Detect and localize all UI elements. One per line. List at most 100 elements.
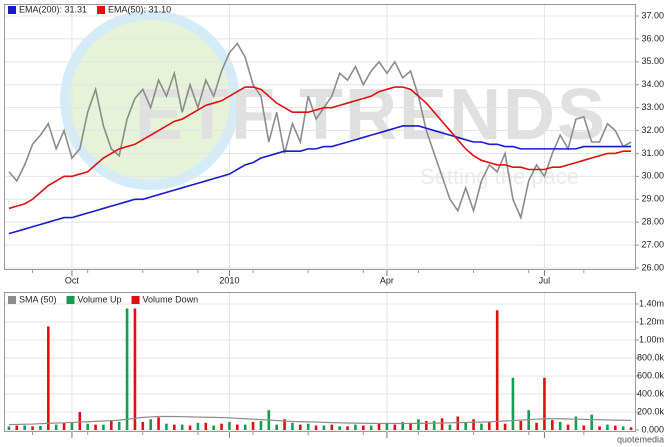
- volume-bar: [566, 424, 570, 430]
- volume-bar: [125, 308, 129, 430]
- volume-bar: [283, 419, 286, 430]
- y-tick-label: 400.0k: [637, 388, 665, 398]
- volume-bar: [110, 421, 113, 430]
- volume-panel-frame: [4, 292, 636, 432]
- volume-bar: [149, 419, 152, 430]
- legend-label: EMA(50): 31.10: [108, 4, 171, 14]
- volume-bar: [338, 426, 341, 430]
- volume-bar: [243, 424, 247, 430]
- y-tick-label: 200.0k: [637, 406, 665, 416]
- x-tick-label: Oct: [65, 275, 80, 285]
- volume-bar: [535, 422, 538, 430]
- x-tick-label: Apr: [380, 275, 394, 285]
- source-label: quotemedia: [617, 434, 664, 444]
- watermark-text: ETF TRENDS: [135, 75, 607, 155]
- series-line: [8, 415, 632, 426]
- y-tick-label: 30.00: [641, 171, 664, 181]
- volume-bar: [7, 426, 11, 430]
- volume-bar: [299, 424, 302, 430]
- volume-bar: [621, 426, 625, 430]
- volume-bar: [102, 424, 105, 430]
- volume-bar: [330, 424, 334, 430]
- volume-bar: [393, 424, 397, 430]
- y-tick-label: 0.000: [641, 424, 664, 434]
- y-tick-label: 27.00: [641, 239, 664, 249]
- volume-bar: [362, 425, 365, 430]
- volume-bar: [590, 414, 593, 430]
- volume-bar: [503, 423, 507, 430]
- legend-swatch: [97, 6, 106, 14]
- legend-swatch: [66, 296, 75, 304]
- volume-bar: [614, 425, 617, 430]
- volume-bar: [291, 422, 294, 430]
- volume-bar: [259, 421, 263, 430]
- y-tick-label: 29.00: [641, 194, 664, 204]
- y-tick-label: 800.0k: [637, 352, 665, 362]
- volume-bar: [23, 425, 26, 430]
- volume-bar: [488, 421, 491, 430]
- y-tick-label: 26.00: [641, 262, 664, 272]
- y-tick-label: 36.00: [641, 33, 664, 43]
- volume-bar: [94, 424, 97, 430]
- y-tick-label: 37.00: [641, 10, 664, 20]
- volume-bar: [448, 424, 452, 430]
- volume-bar: [180, 424, 184, 430]
- volume-bar: [385, 422, 389, 430]
- y-tick-label: 1.20m: [639, 316, 664, 326]
- price-panel-frame: [4, 4, 636, 270]
- volume-bar: [495, 310, 499, 430]
- legend-label: SMA (50): [19, 294, 57, 304]
- volume-bar: [86, 423, 89, 430]
- volume-bar: [314, 425, 318, 430]
- volume-bar: [377, 423, 381, 430]
- volume-bar: [401, 421, 404, 430]
- series-line: [8, 86, 632, 210]
- volume-bar: [598, 426, 601, 430]
- y-tick-label: 1.00m: [639, 334, 664, 344]
- volume-bar: [582, 425, 586, 430]
- volume-bar: [425, 421, 428, 430]
- volume-bar: [204, 422, 208, 430]
- y-tick-label: 35.00: [641, 56, 664, 66]
- volume-bar: [141, 421, 145, 430]
- volume-bar: [519, 421, 523, 430]
- watermark-logo: [60, 10, 240, 190]
- volume-bar: [440, 418, 444, 430]
- volume-bar: [31, 426, 34, 430]
- series-line: [8, 125, 632, 235]
- volume-bar: [346, 426, 349, 430]
- volume-bar: [606, 424, 609, 430]
- volume-bar: [558, 421, 562, 430]
- volume-bar: [173, 424, 176, 430]
- volume-bar: [511, 377, 515, 430]
- legend-swatch: [131, 296, 140, 304]
- volume-bar: [306, 423, 310, 430]
- y-tick-label: 28.00: [641, 217, 664, 227]
- y-tick-label: 34.00: [641, 79, 664, 89]
- volume-bar: [78, 412, 82, 430]
- y-tick-label: 31.00: [641, 148, 664, 158]
- y-tick-label: 1.40m: [639, 298, 664, 308]
- volume-bar: [464, 422, 467, 430]
- volume-bar: [551, 420, 554, 430]
- volume-bar: [220, 423, 223, 430]
- x-tick-label: Jul: [539, 275, 551, 285]
- volume-bar: [409, 422, 412, 430]
- volume-bar: [15, 425, 19, 430]
- y-tick-label: 32.00: [641, 125, 664, 135]
- volume-bar: [543, 377, 546, 430]
- volume-bar: [236, 424, 239, 430]
- volume-bar: [212, 425, 215, 430]
- volume-bar: [417, 419, 420, 430]
- volume-bar: [39, 425, 42, 430]
- volume-bar: [322, 425, 326, 430]
- volume-bar: [188, 425, 192, 430]
- series-line: [8, 42, 632, 221]
- volume-bar: [369, 425, 373, 430]
- volume-bar: [456, 416, 460, 430]
- volume-bar: [251, 421, 255, 430]
- volume-bar: [47, 326, 50, 430]
- legend-label: EMA(200): 31.31: [19, 4, 87, 14]
- legend-swatch: [8, 296, 16, 304]
